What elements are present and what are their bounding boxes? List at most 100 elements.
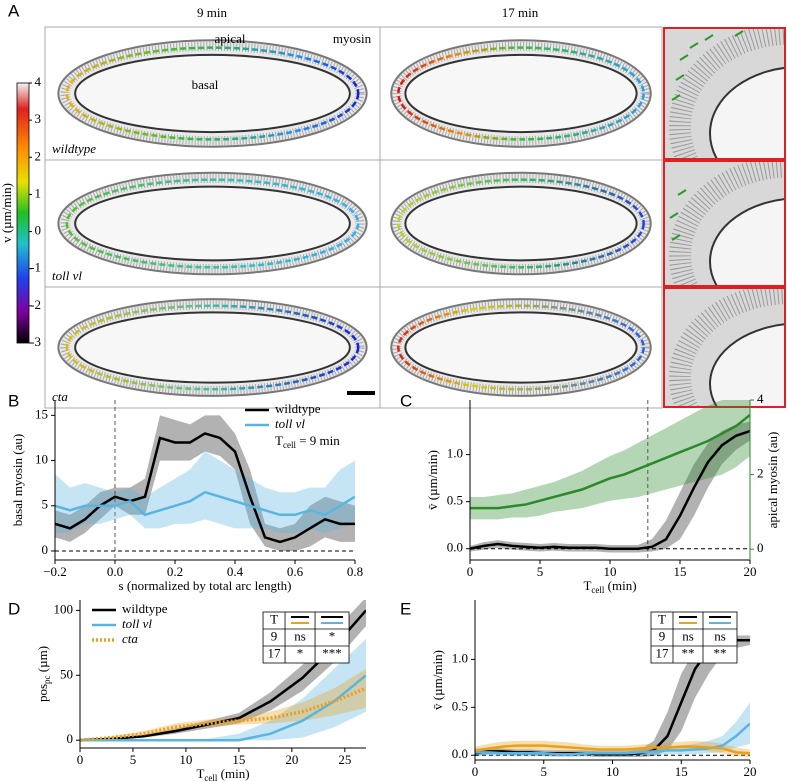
colorbar-label: v (µm/min) [0, 183, 14, 243]
x-axis-label-part: T [196, 766, 204, 781]
x-tick-label: 0.6 [287, 564, 304, 579]
y-axis-label-part: (µm) [35, 646, 50, 676]
x-axis-label: Tcell (min) [586, 778, 639, 781]
x-tick-label: −0.2 [43, 564, 67, 579]
annotation-part: cell [283, 440, 296, 450]
x-tick-label: 0.2 [167, 564, 183, 579]
x-tick-label: 10 [179, 752, 192, 767]
table-cell: ns [294, 628, 306, 643]
x-tick-label: 5 [541, 764, 548, 779]
annotation-part: T [275, 433, 283, 448]
velocity-arrows [65, 178, 360, 269]
x-tick-label: 0 [77, 752, 84, 767]
legend-label: cta [122, 631, 138, 646]
y2-tick-label: 4 [757, 391, 764, 406]
confidence-band [475, 635, 750, 758]
arrow-marker [671, 234, 681, 241]
x-axis-label-part: cell [591, 585, 604, 595]
embryo-yolk [404, 185, 638, 262]
crop-yolk [709, 66, 785, 159]
x-tick-label: 20 [744, 564, 757, 579]
plot-area [475, 635, 750, 758]
y-tick-label: 0 [42, 542, 49, 557]
legend-label: toll vl [122, 616, 152, 631]
x-axis-label: s (normalized by total arc length) [119, 578, 292, 593]
x-axis-label-part: (min) [217, 766, 249, 781]
embryo-yolk [404, 311, 638, 384]
crop-border [663, 27, 786, 160]
crop-cells [669, 162, 785, 286]
crop-yolk [709, 197, 785, 286]
scale-bar [347, 391, 375, 395]
colorbar-tick-label: 0 [35, 223, 42, 238]
y-axis-label: v̄ (µm/min) [425, 450, 440, 510]
panel-label: D [8, 599, 20, 618]
x-axis-label-part: (min) [607, 778, 639, 781]
y-axis-label-part: pc [42, 675, 52, 684]
arrow-marker [677, 189, 687, 196]
row-label: wildtype [52, 141, 96, 156]
x-tick-label: 15 [674, 564, 687, 579]
y2-axis-label: apical myosin (au) [765, 432, 780, 529]
arrow-marker [671, 94, 681, 101]
column-header: 9 min [197, 5, 227, 20]
annotation: myosin [333, 31, 372, 46]
legend-label: wildtype [122, 601, 168, 616]
x-axis-label-part: T [586, 778, 594, 781]
arrow-marker [734, 30, 744, 37]
arrow-marker [669, 212, 679, 219]
table-cell: *** [322, 645, 342, 660]
crop-yolk [709, 323, 785, 406]
y-tick-label: 10 [35, 452, 48, 467]
line-series [55, 490, 355, 517]
table-cell: * [297, 645, 304, 660]
crop-border [663, 160, 786, 287]
column-header: 17 min [502, 5, 539, 20]
embryo-yolk [74, 185, 351, 262]
colorbar-tick-label: 2 [35, 148, 42, 163]
x-tick-label: 10 [606, 764, 619, 779]
confidence-band [55, 415, 355, 551]
x-tick-label: 25 [338, 752, 351, 767]
colorbar-tick-label: 4 [35, 74, 42, 89]
confidence-band [470, 421, 750, 553]
table-cell: 17 [268, 645, 282, 660]
velocity-arrows [65, 46, 360, 141]
table-cell: ** [714, 645, 727, 660]
x-tick-label: 0.4 [227, 564, 244, 579]
embryo-cells [392, 41, 650, 146]
x-tick-label: 5 [130, 752, 137, 767]
arrow-marker [679, 54, 689, 61]
table-frame [650, 611, 738, 664]
x-tick-label: 10 [604, 564, 617, 579]
arrow-marker [704, 34, 714, 41]
annotation: apical [214, 31, 245, 46]
row-label: toll vl [52, 268, 82, 283]
x-axis-label-part: T [583, 578, 591, 593]
y-tick-label: 1.0 [452, 650, 468, 665]
line-series [470, 413, 750, 510]
confidence-band [80, 668, 366, 741]
crop-image [664, 28, 785, 159]
embryo-yolk [404, 53, 638, 134]
colorbar-tick-label: -1 [30, 260, 41, 275]
x-axis-label-part: cell [204, 773, 217, 781]
embryo-cells [60, 41, 365, 146]
y-tick-label: 0.0 [452, 746, 468, 761]
embryo-cells [392, 173, 650, 274]
x-tick-label: 15 [675, 764, 688, 779]
table-header: T [658, 611, 666, 626]
confidence-band [470, 400, 750, 520]
legend-label: toll vl [275, 416, 305, 431]
y-tick-label: 100 [54, 601, 74, 616]
annotation: Tcell = 9 min [275, 433, 340, 450]
y-tick-label: 50 [60, 666, 73, 681]
panel-label: E [400, 599, 411, 618]
y-tick-label: 5 [42, 497, 49, 512]
velocity-arrows [397, 178, 645, 269]
embryo-cells [60, 173, 365, 274]
y-axis-label: basal myosin (au) [10, 434, 25, 526]
row-label: cta [52, 389, 68, 404]
x-tick-label: 20 [744, 764, 757, 779]
